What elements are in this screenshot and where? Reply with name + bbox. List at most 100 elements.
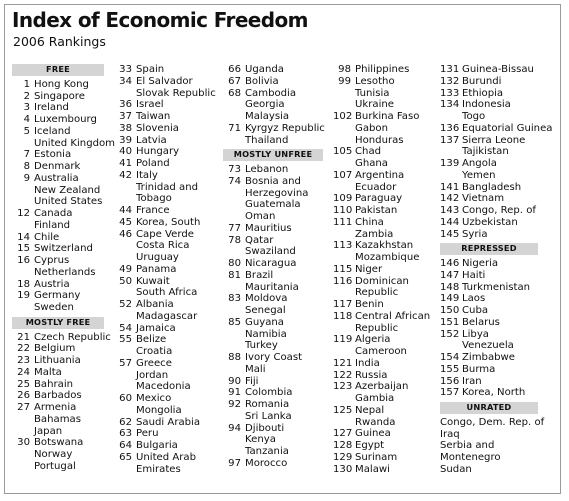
country-name: Tanzania [245,446,289,457]
rank-number: 25 [17,378,30,390]
country-name: Equatorial Guinea [462,122,553,134]
ranking-row: 73 Lebanon [223,164,323,176]
rank-number: 1 [23,78,30,90]
ranking-row: 90 Fiji [223,376,323,388]
ranking-row: Namibia [223,329,323,341]
ranking-row: 148 Turkmenistan [440,282,538,294]
country-name: Guinea-Bissau [462,64,534,75]
country-name: Austria [34,278,70,290]
country-name: Chad [355,146,382,158]
country-name: Egypt [355,440,385,451]
ranking-row: 92 Romania [223,399,323,411]
ranking-row: 155 Burma [440,364,538,376]
rank-number: 155 [440,363,460,375]
country-name: South Africa [136,287,198,299]
ranking-row: 39 Latvia [114,135,218,147]
rank-number: 137 [440,134,460,146]
country-name: Mauritius [245,222,292,234]
country-name: Burundi [462,75,502,87]
rank-number: 115 [333,263,353,275]
country-name: Cape Verde [136,228,194,240]
country-name: Sri Lanka [245,410,292,422]
country-name: Benin [355,299,384,310]
ranking-row: Tunisia [333,88,433,100]
ranking-row: Portugal [12,461,104,473]
rank-number: 123 [333,381,353,393]
ranking-row: 67 Bolivia [223,76,323,88]
category-header: REPRESSED [440,243,538,255]
country-name: Germany [34,290,81,302]
rank-number: 94 [228,422,241,434]
rank-number: 39 [119,134,132,146]
rank-number: 130 [333,463,353,475]
country-name: Burkina Faso [355,111,420,122]
country-name: Croatia [136,346,173,357]
rank-number: 24 [17,366,30,378]
country-name: France [136,205,170,216]
rank-number: 12 [17,208,30,219]
ranking-row: 12 Canada [12,208,104,220]
ranking-row: 115 Niger [333,264,433,276]
ranking-row: 27 Armenia [12,402,104,414]
country-name: Israel [136,99,164,111]
country-name: Costa Rica [136,240,190,252]
ranking-row: 80 Nicaragua [223,258,323,270]
ranking-row: 30 Botswana [12,437,104,449]
country-name: Ukraine [355,99,394,111]
ranking-row: 156 Iran [440,376,538,388]
ranking-row: 37 Taiwan [114,111,218,123]
ranking-row: 157 Korea, North [440,387,538,399]
country-name: Ecuador [355,181,397,193]
country-name: Paraguay [355,193,403,205]
country-name: Belgium [34,343,76,355]
ranking-row: 94 Djibouti [223,423,323,435]
country-name: Namibia [245,328,287,340]
ranking-row: 78 Qatar [223,235,323,247]
rank-number: 14 [17,231,30,243]
country-name: Togo [462,111,486,122]
country-name: Mexico [136,393,172,404]
ranking-row: Ukraine [333,99,433,111]
ranking-row: Bahamas [12,414,104,426]
rank-number: 131 [440,64,460,75]
country-name: Herzegovina [245,187,309,199]
country-name: Denmark [34,161,81,172]
country-name: Cyprus [34,255,70,266]
country-name: Slovenia [136,122,179,134]
ranking-row: 22 Belgium [12,343,104,355]
country-name: Macedonia [136,381,191,393]
rank-number: 121 [333,357,353,369]
ranking-row: Tanzania [223,446,323,458]
rank-number: 42 [119,169,132,181]
ranking-row: 154 Zimbabwe [440,352,538,364]
country-name: Australia [34,172,79,184]
country-name: Singapore [34,90,85,102]
ranking-row: 130 Malawi [333,464,433,476]
country-name: Romania [245,399,290,410]
rank-number: 105 [333,146,353,158]
ranking-row: 9 Australia [12,173,104,185]
ranking-row: 85 Guyana [223,317,323,329]
ranking-row: 133 Ethiopia [440,88,538,100]
country-name: Guinea [355,428,391,440]
ranking-row: 117 Benin [333,299,433,311]
rank-number: 62 [119,416,132,428]
ranking-row: Republic [333,287,433,299]
ranking-row: Tobago [114,193,218,205]
country-name: Malawi [355,463,390,475]
ranking-row: 102 Burkina Faso [333,111,433,123]
country-name: Cambodia [245,87,297,99]
ranking-row: 24 Malta [12,367,104,379]
country-name: Cameroon [355,346,407,357]
country-name: Moldova [245,293,288,305]
ranking-row: 118 Central African [333,311,433,323]
rank-number: 57 [119,357,132,369]
country-name: Italy [136,169,158,181]
rank-number: 16 [17,255,30,266]
infographic-frame [4,4,561,494]
ranking-row: 134 Indonesia [440,99,538,111]
rank-number: 83 [228,293,241,305]
ranking-row: Togo [440,111,538,123]
ranking-row: Swaziland [223,246,323,258]
ranking-row: 123 Azerbaijan [333,381,433,393]
